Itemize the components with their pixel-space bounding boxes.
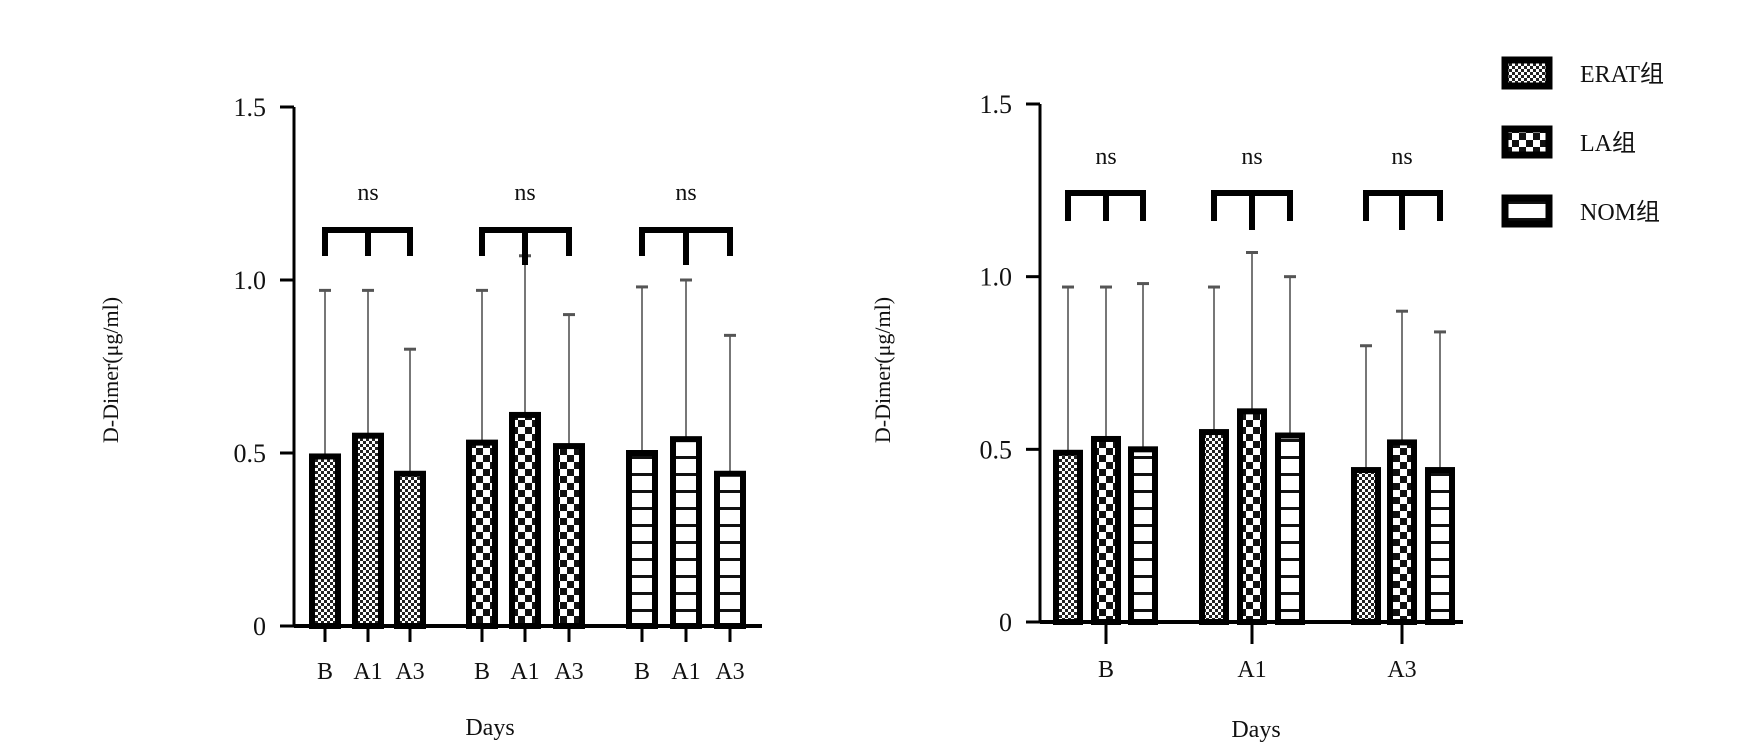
significance-label: ns (1095, 144, 1116, 170)
legend-label: ERAT组 (1580, 61, 1664, 88)
significance-label: ns (675, 180, 696, 206)
legend-swatch-horizontal-stripes (1501, 194, 1553, 228)
x-tick-label: B (1098, 657, 1114, 683)
y-tick-label: 1.0 (980, 263, 1013, 292)
significance-bracket (1363, 190, 1443, 230)
x-tick-label: A3 (395, 659, 424, 685)
legend-label: NOM组 (1580, 199, 1660, 226)
x-tick-label: A3 (1387, 657, 1416, 683)
x-tick-label: A3 (715, 659, 744, 685)
x-axis-label: Days (1231, 717, 1280, 743)
y-tick-label: 1.5 (234, 93, 267, 122)
y-tick-label: 0.5 (980, 435, 1013, 464)
x-tick-label: A3 (554, 659, 583, 685)
significance-bracket (1065, 190, 1146, 221)
bar-coarse-checker (1237, 408, 1267, 626)
bar-coarse-checker (553, 443, 585, 629)
bar-horizontal-stripes (1425, 467, 1455, 626)
y-axis-label: D-Dimer(μg/ml) (98, 297, 123, 443)
y-tick-label: 1.5 (980, 90, 1013, 119)
bar-horizontal-stripes (626, 450, 658, 629)
significance-bracket (1211, 190, 1293, 230)
y-tick-label: 0 (253, 612, 266, 641)
x-tick-label: B (634, 659, 650, 685)
significance-bracket (639, 227, 733, 265)
legend-swatch-coarse-checker (1501, 125, 1553, 159)
significance-label: ns (1391, 144, 1412, 170)
x-tick-label: B (317, 659, 333, 685)
bar-horizontal-stripes (1128, 446, 1158, 626)
bar-fine-checker (309, 453, 341, 629)
bar-coarse-checker (466, 439, 498, 629)
bar-horizontal-stripes (714, 470, 746, 630)
bar-fine-checker (394, 470, 426, 630)
bar-fine-checker (1053, 449, 1083, 625)
bar-fine-checker (1199, 429, 1229, 626)
y-tick-label: 1.0 (234, 266, 267, 295)
bar-fine-checker (352, 432, 384, 630)
x-tick-label: A1 (353, 659, 382, 685)
significance-bracket (322, 227, 413, 256)
bar-fine-checker (1351, 467, 1381, 626)
significance-label: ns (357, 180, 378, 206)
x-tick-label: B (474, 659, 490, 685)
legend-label: LA组 (1580, 130, 1636, 157)
bar-coarse-checker (1387, 439, 1417, 625)
bar-coarse-checker (1091, 435, 1121, 625)
y-tick-label: 0 (999, 608, 1012, 637)
significance-label: ns (514, 180, 535, 206)
x-tick-label: A1 (510, 659, 539, 685)
x-axis-label: Days (465, 715, 514, 741)
x-tick-label: A1 (1237, 657, 1266, 683)
significance-bracket (479, 227, 572, 265)
bar-coarse-checker (509, 411, 541, 629)
y-tick-label: 0.5 (234, 439, 267, 468)
chart-left: 0 0.5 1.0 1.5 D-Dimer(μg/ml) Days B A1 A3 ns B A1 A3… (98, 93, 762, 741)
legend-swatch-fine-checker (1501, 56, 1553, 90)
x-tick-label: A1 (671, 659, 700, 685)
bar-horizontal-stripes (1275, 432, 1305, 625)
y-axis-label: D-Dimer(μg/ml) (870, 297, 895, 443)
bar-horizontal-stripes (670, 436, 702, 629)
significance-label: ns (1241, 144, 1262, 170)
chart-right: 0 0.5 1.0 1.5 D-Dimer(μg/ml) Days Bns A1 ns A3 ns E… (870, 56, 1664, 743)
